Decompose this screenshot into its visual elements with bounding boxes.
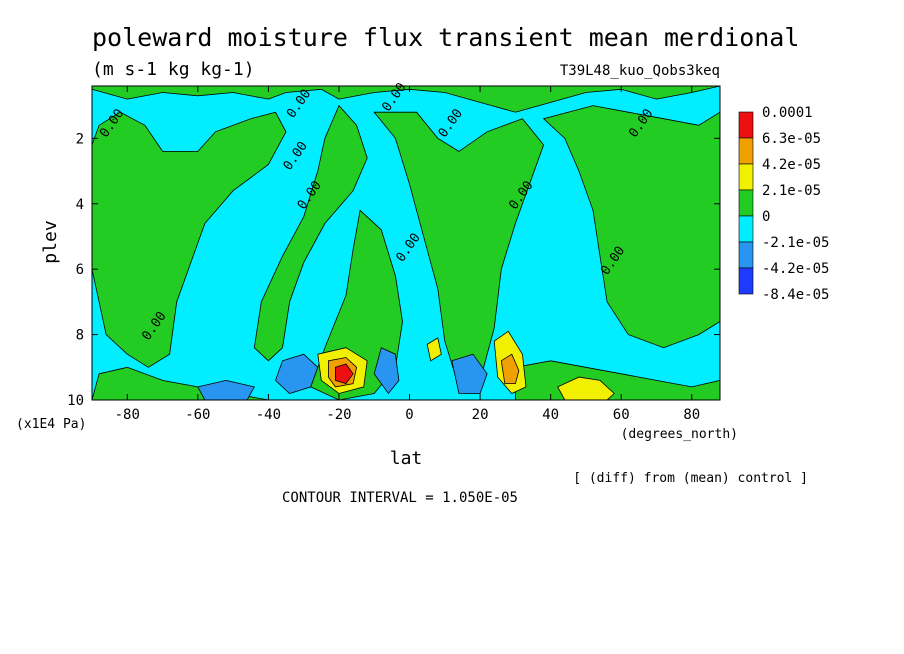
y-tick-label: 8 [76, 328, 84, 344]
y-tick-label: 4 [76, 197, 84, 213]
contour-interval: CONTOUR INTERVAL = 1.050E-05 [282, 490, 518, 506]
contour-region-18 [334, 363, 354, 385]
contour-region-17 [500, 353, 520, 385]
contour-region-2 [253, 104, 368, 362]
legend-label: 0.0001 [762, 105, 813, 121]
x-tick-label: 20 [472, 407, 489, 423]
legend-swatch [738, 111, 754, 139]
legend-swatch [738, 137, 754, 165]
contour-region-10 [373, 347, 400, 395]
y-tick-label: 2 [76, 131, 84, 147]
x-axis-units: (degrees_north) [621, 427, 738, 442]
legend-label: 0 [762, 209, 770, 225]
diff-note: [ (diff) from (mean) control ] [573, 471, 808, 486]
x-tick-label: 40 [542, 407, 559, 423]
legend-swatch [738, 215, 754, 243]
y-axis-units: (x1E4 Pa) [16, 417, 86, 432]
x-tick-label: 80 [683, 407, 700, 423]
contour-region-11 [451, 353, 488, 394]
legend-swatch [738, 267, 754, 295]
x-axis-title: lat [390, 448, 423, 469]
legend-swatch [738, 163, 754, 191]
x-tick-label: -20 [326, 407, 351, 423]
x-tick-label: -60 [185, 407, 210, 423]
y-tick-label: 10 [67, 393, 84, 409]
legend-label: -2.1e-05 [762, 235, 829, 251]
legend-swatch [738, 189, 754, 217]
contour-region-9 [197, 379, 255, 401]
x-tick-label: 60 [613, 407, 630, 423]
legend-label: -8.4e-05 [762, 287, 829, 303]
x-tick-label: -80 [115, 407, 140, 423]
y-axis-title: plev [40, 220, 61, 263]
chart-title: poleward moisture flux transient mean me… [92, 23, 799, 52]
contour-region-3 [373, 111, 545, 388]
y-tick-label: 6 [76, 262, 84, 278]
contour-region-0 [91, 85, 721, 113]
legend-label: -4.2e-05 [762, 261, 829, 277]
plot-area: 0.000.000.000.000.000.000.000.000.00 0.00… [67, 80, 721, 423]
legend-label: 4.2e-05 [762, 157, 821, 173]
legend-swatch [738, 241, 754, 269]
plot-frame [91, 85, 721, 401]
legend-label: 6.3e-05 [762, 131, 821, 147]
x-tick-label: -40 [256, 407, 281, 423]
color-legend: 0.0001 6.3e-05 4.2e-05 2.1e-05 0 -2.1e-05 -4.2… [738, 105, 829, 303]
x-tick-label: 0 [405, 407, 413, 423]
contour-fill-layer [91, 85, 721, 401]
legend-label: 2.1e-05 [762, 183, 821, 199]
contour-region-8 [275, 353, 319, 394]
chart-units: (m s-1 kg kg-1) [92, 59, 255, 80]
contour-region-15 [426, 337, 442, 362]
experiment-label: T39L48_kuo_Qobs3keq [560, 63, 720, 79]
contour-region-5 [542, 105, 721, 349]
contour-region-1 [91, 111, 287, 368]
x-axis: -80 -60 -40 -20 0 20 40 60 80 [115, 86, 700, 423]
y-axis: 2 4 6 8 10 [67, 131, 720, 409]
